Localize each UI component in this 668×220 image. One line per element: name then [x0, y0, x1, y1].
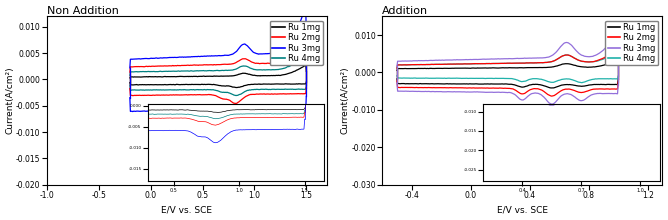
Text: Addition: Addition — [382, 6, 428, 16]
Text: Non Addition: Non Addition — [47, 6, 119, 16]
Y-axis label: Current(A/cm²): Current(A/cm²) — [341, 67, 350, 134]
Y-axis label: Current(A/cm²): Current(A/cm²) — [5, 67, 15, 134]
X-axis label: E/V vs. SCE: E/V vs. SCE — [162, 205, 212, 214]
X-axis label: E/V vs. SCE: E/V vs. SCE — [497, 205, 548, 214]
Legend: Ru 1mg, Ru 2mg, Ru 3mg, Ru 4mg: Ru 1mg, Ru 2mg, Ru 3mg, Ru 4mg — [270, 20, 323, 65]
Legend: Ru 1mg, Ru 2mg, Ru 3mg, Ru 4mg: Ru 1mg, Ru 2mg, Ru 3mg, Ru 4mg — [605, 20, 658, 65]
